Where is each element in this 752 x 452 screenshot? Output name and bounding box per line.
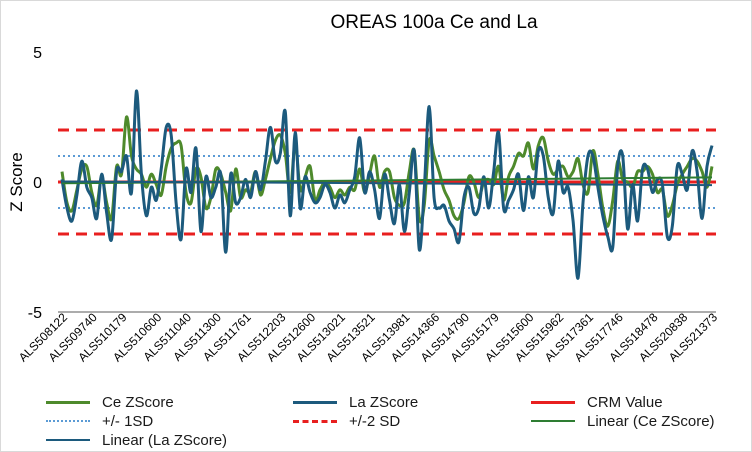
- y-tick-labels: -5 0 5: [28, 45, 42, 322]
- legend-item-2sd: +/-2 SD: [293, 412, 400, 430]
- series-line-la: [60, 89, 714, 280]
- y-tick-label: 0: [33, 175, 42, 192]
- legend-label-2sd: +/-2 SD: [349, 412, 401, 430]
- chart-title: OREAS 100a Ce and La: [330, 12, 537, 33]
- y-axis-label: Z Score: [7, 152, 26, 212]
- trendline-la: [61, 180, 713, 187]
- legend-label-linear-la: Linear (La ZScore): [102, 431, 228, 449]
- legend-item-crm: CRM Value: [531, 393, 663, 411]
- legend-swatch-crm: [531, 400, 575, 404]
- legend-label-ce: Ce ZScore: [102, 393, 174, 411]
- trendlines: [61, 176, 713, 187]
- legend-label-la: La ZScore: [349, 393, 419, 411]
- series-lines: [60, 89, 714, 280]
- x-tick-labels: ALS508122ALS509740ALS510179ALS510600ALS5…: [16, 310, 720, 364]
- legend-swatch-linear-la: [46, 439, 90, 441]
- legend-item-linear-ce: Linear (Ce ZScore): [531, 412, 715, 430]
- legend-swatch-ce: [46, 400, 90, 404]
- y-tick-label: 5: [33, 45, 42, 62]
- legend-label-linear-ce: Linear (Ce ZScore): [587, 412, 715, 430]
- legend-swatch-2sd: [293, 419, 337, 423]
- legend-item-ce: Ce ZScore: [46, 393, 174, 411]
- legend-swatch-la: [293, 400, 337, 404]
- legend-swatch-linear-ce: [531, 420, 575, 422]
- legend-item-1sd: +/- 1SD: [46, 412, 153, 430]
- legend-swatch-1sd: [46, 420, 90, 422]
- legend-label-crm: CRM Value: [587, 393, 663, 411]
- legend-item-linear-la: Linear (La ZScore): [46, 431, 227, 449]
- chart-legend: Ce ZScore La ZScore CRM Value +/- 1SD +/…: [0, 390, 752, 450]
- y-tick-label: -5: [28, 305, 42, 322]
- legend-item-la: La ZScore: [293, 393, 418, 411]
- legend-label-1sd: +/- 1SD: [102, 412, 154, 430]
